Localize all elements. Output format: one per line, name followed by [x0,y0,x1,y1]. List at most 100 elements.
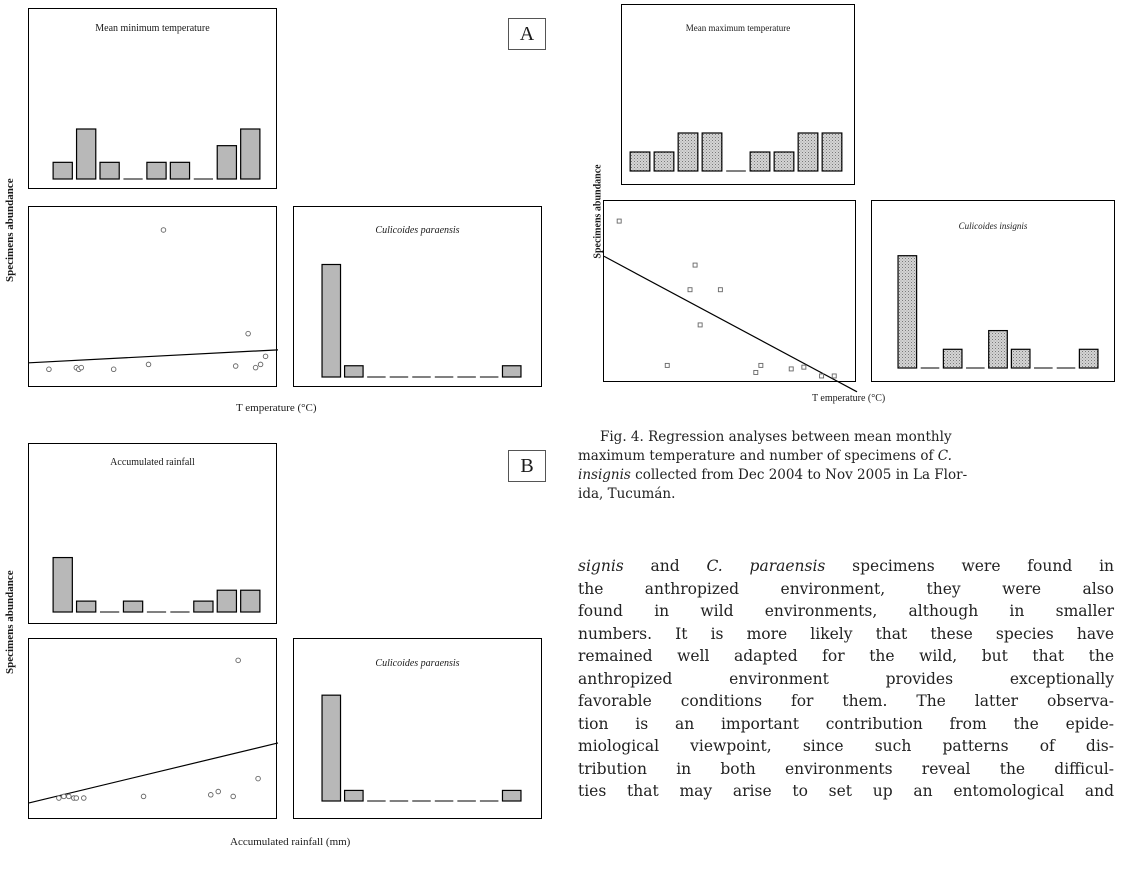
bar [321,694,342,802]
bar [75,128,97,180]
body-line: anthropized environment provides excepti… [578,669,1114,688]
body-line: ties that may arise to set up an entomol… [578,782,1114,800]
figA-right-title: Culicoides paraensis [375,225,460,236]
figB-right-title: Culicoides paraensis [375,658,460,669]
bar [701,132,723,172]
data-point [697,322,703,328]
fig4-right-title: Culicoides insignis [958,221,1028,231]
figB-scatter-chart [28,657,279,804]
body-text: and [623,557,707,575]
fig4-ylabel: Specimens abundance [592,164,604,259]
bar [169,161,191,180]
data-point [831,373,837,379]
figA-scatter-panel [28,206,279,387]
data-point [160,227,167,233]
data-point [73,795,80,801]
data-point [252,364,259,371]
figB-ylabel: Specimens abundance [4,570,16,674]
bar [146,161,167,180]
fig4-scatter-chart [603,218,858,393]
data-point [235,657,241,664]
bar [216,589,238,613]
fig4-right-panel: Culicoides insignis [871,200,1115,382]
caption-text: Fig. 4. Regression analyses between mean… [600,429,952,445]
figB-right-panel: Culicoides paraensis [293,638,542,819]
bar [99,161,120,180]
data-point [753,369,759,375]
caption-line: insignis collected from Dec 2004 to Nov … [578,466,1114,485]
figA-letter: A [508,18,546,50]
fig4-right-chart [897,255,1099,369]
caption-text: ida, Tucumán. [578,486,676,502]
bar [75,600,97,613]
caption-text: maximum temperature and number of specim… [578,448,938,464]
data-point [232,363,239,369]
trend-line [603,255,858,393]
species-name: C. paraensis [706,557,826,575]
bar [897,255,918,369]
figB-scatter-panel [28,638,279,819]
bar [1078,348,1099,369]
body-line: found in wild environments, although in … [578,602,1114,620]
data-point [255,775,261,782]
data-point [81,795,87,801]
body-line: remained well adapted for the wild, but … [578,647,1114,665]
bar [343,365,364,378]
body-line: numbers. It is more likely that these sp… [578,624,1114,643]
fig4-top-panel: Mean maximum temperature [621,4,855,185]
bar [677,132,699,172]
bar [821,132,843,172]
body-line: signis and C. paraensis specimens were f… [578,555,1114,578]
data-point [819,373,825,379]
data-point [664,362,670,368]
figA-ylabel: Specimens abundance [4,178,16,282]
figA-top-title: Mean minimum temperature [95,23,210,34]
caption-line: Fig. 4. Regression analyses between mean… [578,428,1114,447]
trend-line [28,742,279,804]
body-text: specimens were found in [825,557,1115,575]
bar [629,151,651,172]
figA-xlabel: T emperature (°C) [236,402,317,414]
data-point [245,330,251,337]
body-paragraph: signis and C. paraensis specimens were f… [578,555,1114,803]
body-line: tribution in both environments reveal th… [578,759,1114,778]
trend-line [28,349,279,364]
bar [321,263,342,378]
figA-right-panel: Culicoides paraensis [293,206,542,387]
bar [773,151,795,172]
data-point [801,364,807,370]
bar [216,145,238,180]
bar [749,151,771,172]
bar [343,789,364,802]
data-point [257,361,264,368]
figB-top-panel: Accumulated rainfall [28,443,277,624]
bar [52,161,73,180]
bar [240,128,261,180]
data-point [61,793,67,800]
data-point [758,362,764,368]
data-point [140,793,147,800]
figA-scatter-chart [28,227,279,373]
fig4-scatter-panel [603,200,858,393]
figB-right-chart [321,694,522,802]
data-point [208,792,214,798]
data-point [66,793,72,800]
figA-top-panel: Mean minimum temperature [28,8,277,189]
figB-xlabel: Accumulated rainfall (mm) [230,836,351,848]
bar [240,589,261,613]
caption-line: maximum temperature and number of specim… [578,447,1114,466]
bar [122,600,144,613]
data-point [230,793,236,800]
data-point [78,364,85,371]
bar [193,600,214,613]
figA-right-chart [321,263,522,378]
bar [797,132,819,172]
data-point [110,366,117,373]
fig4-xlabel: T emperature (°C) [812,393,886,404]
figA-top-chart [52,128,261,180]
caption-line: ida, Tucumán. [578,485,1114,504]
data-point [46,366,52,373]
data-point [616,218,622,224]
bar [1010,348,1031,369]
caption-text: collected from Dec 2004 to Nov 2005 in L… [630,467,968,483]
